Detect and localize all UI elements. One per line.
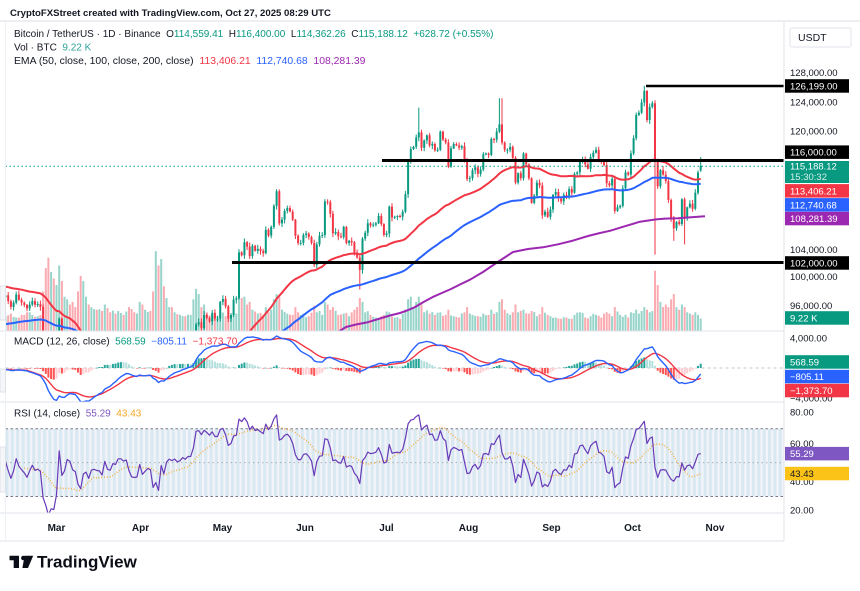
- svg-text:Sep: Sep: [542, 523, 560, 534]
- svg-text:Aug: Aug: [459, 523, 478, 534]
- svg-text:Bitcoin / TetherUS · 1D · Bina: Bitcoin / TetherUS · 1D · Binance O114,5…: [14, 29, 493, 40]
- svg-text:112,740.68: 112,740.68: [790, 200, 837, 211]
- svg-text:60.00: 60.00: [790, 439, 814, 450]
- svg-text:96,000.00: 96,000.00: [790, 301, 832, 312]
- svg-text:−805.11: −805.11: [790, 372, 824, 383]
- svg-text:4,000.00: 4,000.00: [790, 334, 827, 345]
- svg-text:Jul: Jul: [379, 523, 394, 534]
- svg-text:CryptoFXStreet created with Tr: CryptoFXStreet created with TradingView.…: [10, 8, 331, 19]
- svg-text:126,199.00: 126,199.00: [790, 82, 838, 93]
- svg-text:15:30:32: 15:30:32: [790, 172, 827, 183]
- svg-text:568.59: 568.59: [790, 358, 819, 369]
- svg-text:115,188.12: 115,188.12: [790, 162, 837, 173]
- svg-text:MACD (12, 26, close) 568.59: MACD (12, 26, close) 568.59 −805.11 −1,3…: [14, 337, 238, 348]
- svg-text:May: May: [213, 523, 233, 534]
- svg-text:124,000.00: 124,000.00: [790, 97, 838, 108]
- svg-text:40.00: 40.00: [790, 477, 814, 488]
- svg-text:USDT: USDT: [798, 32, 827, 44]
- svg-text:RSI (14, close) 55.29 43.43: RSI (14, close) 55.29 43.43: [14, 409, 142, 420]
- svg-text:108,281.39: 108,281.39: [790, 214, 838, 225]
- svg-text:104,000.00: 104,000.00: [790, 245, 838, 256]
- svg-text:EMA (50, close, 100, close, 20: EMA (50, close, 100, close, 200, close) …: [14, 56, 366, 67]
- svg-text:128,000.00: 128,000.00: [790, 68, 838, 79]
- svg-text:120,000.00: 120,000.00: [790, 126, 838, 137]
- svg-text:−4,000.00: −4,000.00: [790, 394, 833, 405]
- svg-text:43.43: 43.43: [790, 469, 814, 480]
- svg-text:55.29: 55.29: [790, 449, 814, 460]
- svg-text:100,000.00: 100,000.00: [790, 272, 838, 283]
- svg-text:20.00: 20.00: [790, 506, 814, 517]
- svg-text:102,000.00: 102,000.00: [790, 259, 838, 270]
- svg-text:Apr: Apr: [132, 523, 149, 534]
- svg-text:−1,373.70: −1,373.70: [790, 386, 833, 397]
- svg-text:Nov: Nov: [706, 523, 725, 534]
- svg-text:TradingView: TradingView: [37, 553, 138, 572]
- svg-text:Mar: Mar: [48, 523, 66, 534]
- svg-text:113,406.21: 113,406.21: [790, 186, 837, 197]
- svg-text:Vol · BTC 9.22 K: Vol · BTC 9.22 K: [14, 43, 92, 54]
- svg-text:Jun: Jun: [296, 523, 314, 534]
- svg-text:Oct: Oct: [624, 523, 641, 534]
- svg-text:80.00: 80.00: [790, 407, 814, 418]
- svg-text:116,000.00: 116,000.00: [790, 148, 837, 159]
- svg-text:9.22 K: 9.22 K: [790, 314, 818, 325]
